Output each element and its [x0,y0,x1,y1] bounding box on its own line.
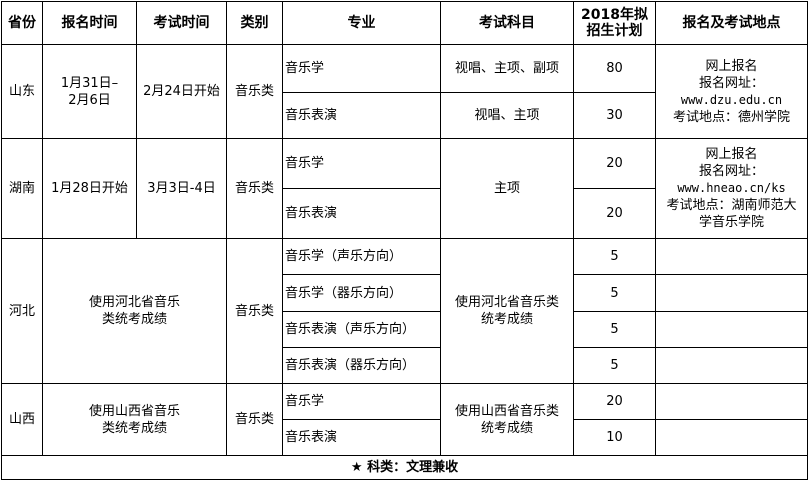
table-row: 音乐表演 20 [2,188,808,239]
registration-url: www.dzu.edu.cn [680,92,783,107]
location-line: 网上报名 [705,147,758,162]
location-cell: 网上报名 报名网址： www.dzu.edu.cn 考试地点：德州学院 [655,44,808,139]
table-row: 音乐表演（声乐方向） 5 [2,311,808,348]
province-cell: 山东 [1,44,43,139]
location-cell [655,274,808,312]
time-cell: 使用山西省音乐类统考成绩 [42,383,227,456]
table-row: 山西 使用山西省音乐类统考成绩 音乐类 音乐学 使用山西省音乐类统考成绩 20 [1,383,808,456]
location-cell [655,311,808,348]
province-cell: 山西 [1,383,43,456]
plan-cell: 30 [573,92,656,139]
province-cell: 河北 [1,238,43,384]
major-cell: 音乐表演 [282,188,441,239]
header-category: 类别 [226,1,283,45]
plan-cell: 20 [573,383,656,420]
major-cell: 音乐表演 [282,419,441,456]
reg-time-cell: 1月31日–2月6日 [42,44,137,139]
table-row: 音乐表演（器乐方向） 5 [2,347,808,384]
footer-note: ★ 科类：文理兼收 [1,455,808,480]
plan-cell: 5 [573,238,656,275]
major-cell: 音乐表演（声乐方向） [282,311,441,348]
exam-time-cell: 3月3日-4日 [136,138,227,239]
major-cell: 音乐学（器乐方向） [282,274,441,312]
province-cell: 湖南 [1,138,43,239]
header-province: 省份 [1,1,43,45]
header-plan: 2018年拟招生计划 [573,1,656,45]
location-line: 报名网址： [698,75,764,91]
header-subjects: 考试科目 [440,1,574,45]
major-cell: 音乐学（声乐方向） [282,238,441,275]
header-reg-time: 报名时间 [42,1,137,45]
footer-row: ★ 科类：文理兼收 [1,455,808,480]
major-cell: 音乐表演 [282,92,441,139]
table-row: 河北 使用河北省音乐类统考成绩 音乐类 音乐学（声乐方向） 使用河北省音乐类统考… [1,238,808,384]
subjects-cell: 主项 [440,138,574,239]
table-row: 音乐学（器乐方向） 5 [2,274,808,312]
location-line: 网上报名 [705,58,758,74]
registration-url: www.hneao.cn/ks [677,181,786,195]
plan-cell: 10 [573,419,656,456]
table-row: 音乐表演 10 [2,419,808,456]
subjects-cell: 视唱、主项 [440,92,574,139]
reg-time-cell: 1月28日开始 [42,138,137,239]
time-cell: 使用河北省音乐类统考成绩 [42,238,227,384]
exam-time-cell: 2月24日开始 [136,44,227,139]
table-row: 湖南 1月28日开始 3月3日-4日 音乐类 音乐学 主项 20 网上报名 报名… [1,138,808,239]
plan-cell: 5 [573,274,656,312]
plan-cell: 5 [573,347,656,384]
header-exam-time: 考试时间 [136,1,227,45]
table-row: 音乐表演 视唱、主项 30 [2,92,808,139]
header-row: 省份 报名时间 考试时间 类别 专业 考试科目 2018年拟招生计划 报名及考试… [1,1,808,45]
plan-cell: 80 [573,44,656,93]
subjects-cell: 使用河北省音乐类统考成绩 [440,238,574,384]
category-cell: 音乐类 [226,383,283,456]
location-cell [655,347,808,384]
major-cell: 音乐表演（器乐方向） [282,347,441,384]
major-cell: 音乐学 [282,383,441,420]
category-cell: 音乐类 [226,44,283,139]
location-cell [655,238,808,275]
location-line: 考试地点：德州学院 [672,109,790,125]
header-location: 报名及考试地点 [655,1,808,45]
header-major: 专业 [282,1,441,45]
category-cell: 音乐类 [226,238,283,384]
table-row: 山东 1月31日–2月6日 2月24日开始 音乐类 音乐学 视唱、主项、副项 8… [1,44,808,139]
location-line: 报名网址： [698,164,764,179]
location-line: 考试地点：湖南师范大学音乐学院 [666,198,797,230]
plan-cell: 20 [573,188,656,239]
major-cell: 音乐学 [282,138,441,189]
category-cell: 音乐类 [226,138,283,239]
location-cell: 网上报名 报名网址： www.hneao.cn/ks 考试地点：湖南师范大学音乐… [655,138,808,239]
major-cell: 音乐学 [282,44,441,93]
location-cell [655,383,808,420]
subjects-cell: 使用山西省音乐类统考成绩 [440,383,574,456]
location-cell [655,419,808,456]
subjects-cell: 视唱、主项、副项 [440,44,574,93]
plan-cell: 20 [573,138,656,189]
plan-cell: 5 [573,311,656,348]
